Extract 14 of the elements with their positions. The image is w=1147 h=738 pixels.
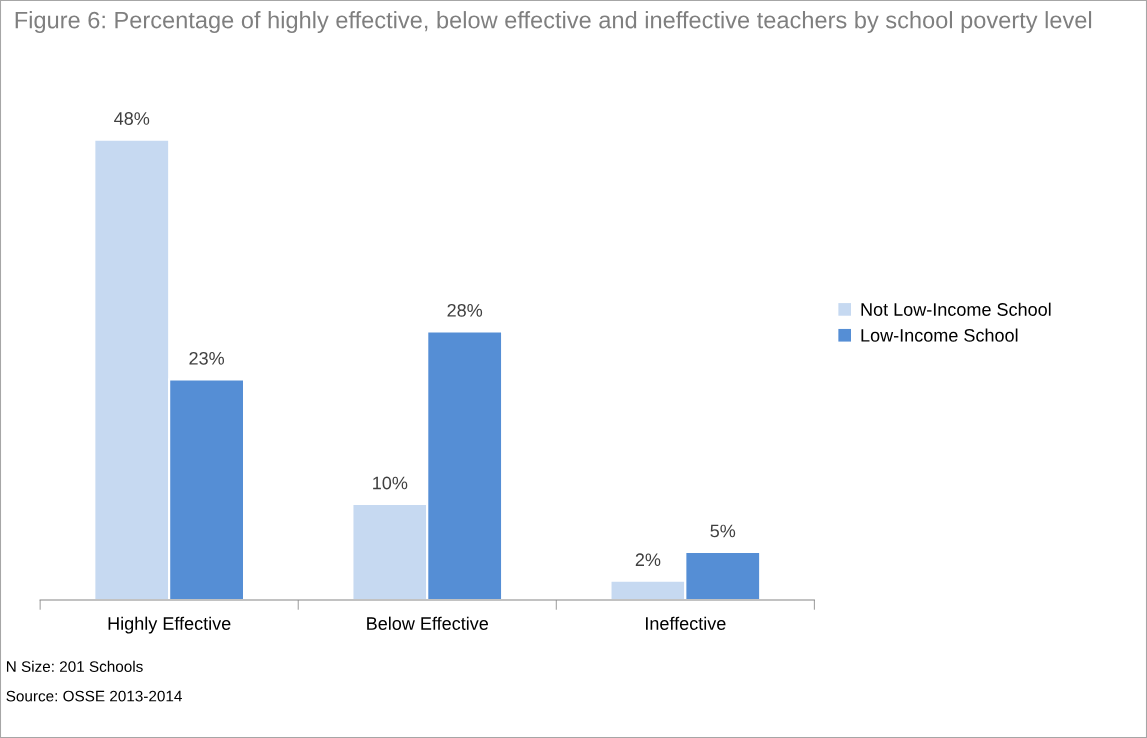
data-label: 28% [447,303,483,317]
data-label: 2% [635,553,661,567]
source-note: Source: OSSE 2013-2014 [6,690,182,702]
text: N Size: 201 Schools [6,660,143,672]
data-label: 10% [373,476,408,490]
legend-label: Not Low-Income School [861,302,1051,316]
data-label: 23% [189,351,225,365]
x-tick-label: Highly Effective [108,616,231,634]
data-label: 48% [114,112,150,125]
x-tick-label: Below Effective [367,616,489,630]
legend-label: Low-Income School [861,328,1018,342]
x-tick-label: Ineffective [646,616,726,630]
chart-title: Figure 6: Percentage of highly effective, below effective and ineffective teachers by school poverty level [15,11,1092,34]
data-label: 5% [710,524,736,538]
